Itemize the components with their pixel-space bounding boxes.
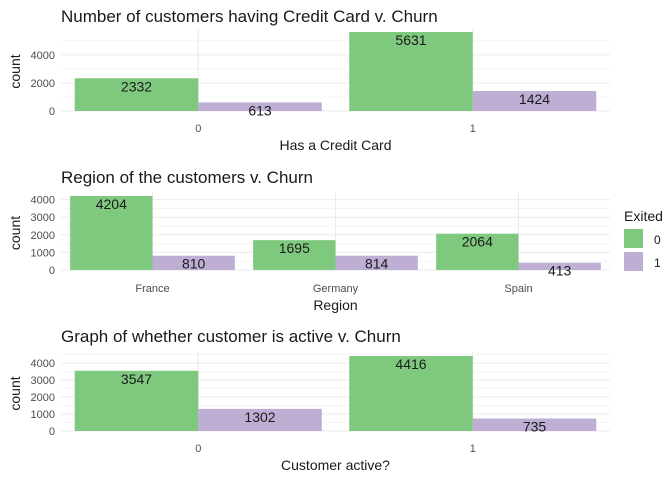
y-axis-label: count — [7, 54, 23, 88]
y-tick-label: 1000 — [31, 247, 55, 259]
x-axis-label: Region — [313, 297, 357, 313]
bar — [349, 356, 473, 431]
bar — [70, 196, 153, 270]
legend-label-0: 0 — [654, 233, 661, 247]
chart-title: Region of the customers v. Churn — [61, 168, 313, 187]
y-tick-label: 4000 — [31, 50, 55, 62]
bar — [472, 91, 597, 111]
bar — [198, 408, 322, 431]
x-tick-label: 1 — [470, 123, 476, 135]
x-axis-label: Has a Credit Card — [279, 137, 391, 153]
y-tick-label: 3000 — [31, 375, 55, 387]
data-label: 4416 — [395, 356, 426, 372]
data-label: 2332 — [121, 78, 152, 94]
legend-key-0 — [624, 229, 643, 248]
y-tick-label: 0 — [49, 106, 55, 118]
data-label: 4204 — [96, 196, 127, 212]
chart-panel-2: 0 1000 2000 3000 4000 3547 1302 0 4416 735 1 Graph … — [7, 327, 610, 473]
bar — [518, 262, 601, 270]
data-label: 3547 — [121, 371, 152, 387]
y-tick-label: 2000 — [31, 230, 55, 242]
bar — [152, 255, 235, 270]
y-axis-label: count — [7, 376, 23, 410]
bar — [74, 370, 199, 431]
chart-title: Graph of whether customer is active v. C… — [61, 327, 401, 346]
bar — [74, 78, 199, 111]
legend-title: Exited — [624, 208, 663, 224]
data-label: 810 — [182, 256, 206, 272]
data-label: 613 — [248, 102, 272, 118]
chart-panel-1: 0 1000 2000 3000 4000 4204 810 France 1695 814 Ger… — [7, 168, 610, 313]
data-label: 1302 — [244, 409, 275, 425]
legend: Exited 0 1 — [624, 208, 663, 271]
y-tick-label: 4000 — [31, 358, 55, 370]
bar — [349, 32, 473, 111]
chart-title: Number of customers having Credit Card v… — [61, 7, 438, 26]
bar — [198, 102, 322, 111]
x-tick-label: 0 — [195, 443, 201, 455]
y-tick-label: 4000 — [31, 195, 55, 207]
data-label: 1424 — [519, 91, 550, 107]
data-label: 2064 — [462, 234, 493, 250]
chart-panel-0: 0 2000 4000 2332 613 0 5631 1424 1 Number of cust… — [7, 7, 610, 153]
data-label: 735 — [523, 419, 547, 435]
bar — [436, 233, 519, 270]
bar — [472, 418, 597, 431]
data-label: 5631 — [395, 32, 426, 48]
y-tick-label: 0 — [49, 265, 55, 277]
bar — [253, 240, 336, 270]
x-tick-label: 0 — [195, 123, 201, 135]
legend-label-1: 1 — [654, 256, 661, 270]
y-tick-label: 3000 — [31, 212, 55, 224]
y-axis-label: count — [7, 216, 23, 250]
data-label: 1695 — [279, 240, 310, 256]
x-tick-label: France — [135, 283, 169, 295]
bar — [335, 255, 418, 270]
data-label: 413 — [548, 263, 572, 279]
y-tick-label: 1000 — [31, 409, 55, 421]
y-tick-label: 2000 — [31, 78, 55, 90]
data-label: 814 — [365, 256, 389, 272]
x-tick-label: 1 — [470, 443, 476, 455]
y-tick-label: 2000 — [31, 392, 55, 404]
x-axis-label: Customer active? — [281, 457, 390, 473]
y-tick-label: 0 — [49, 426, 55, 438]
legend-key-1 — [624, 252, 643, 271]
x-tick-label: Spain — [504, 283, 532, 295]
x-tick-label: Germany — [313, 283, 359, 295]
